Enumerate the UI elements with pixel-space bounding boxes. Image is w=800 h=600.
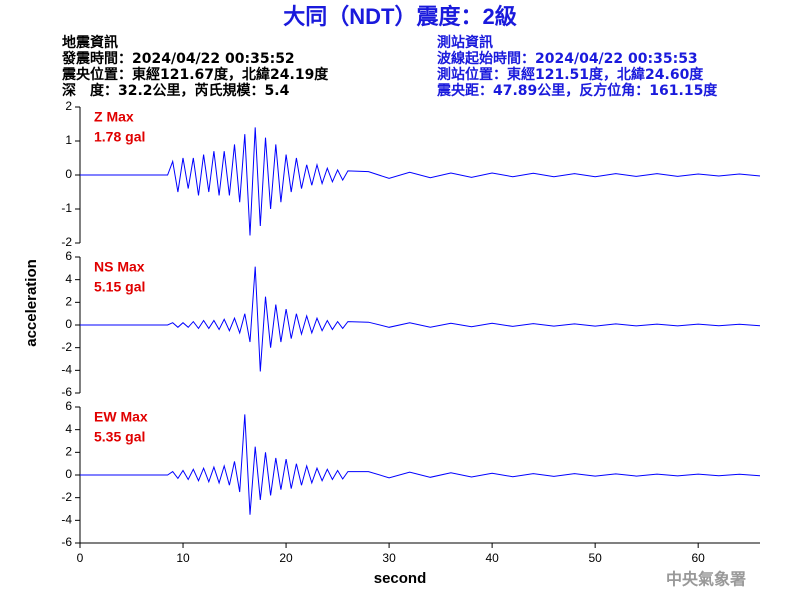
annotation: NS Max — [94, 259, 145, 275]
annotation: 5.35 gal — [94, 429, 145, 445]
x-tick-label: 30 — [382, 551, 396, 565]
y-tick-label: 4 — [65, 272, 72, 286]
y-tick-label: -2 — [61, 235, 72, 249]
info-line: 深 度：32.2公里，芮氏規模：5.4 — [62, 82, 290, 99]
info-line: 測站資訊 — [437, 34, 493, 51]
annotation: EW Max — [94, 409, 148, 425]
y-tick-label: 6 — [65, 399, 72, 413]
y-tick-label: 0 — [65, 467, 72, 481]
y-tick-label: 1 — [65, 133, 72, 147]
y-tick-label: 4 — [65, 422, 72, 436]
y-tick-label: 0 — [65, 167, 72, 181]
x-tick-label: 0 — [77, 551, 84, 565]
y-tick-label: 2 — [65, 445, 72, 459]
y-tick-label: 0 — [65, 317, 72, 331]
info-line: 發震時間：2024/04/22 00:35:52 — [61, 50, 295, 67]
watermark: 中央氣象署 — [666, 570, 746, 589]
title: 大同（NDT）震度：2級 — [283, 4, 516, 29]
waveform — [80, 414, 761, 515]
y-tick-label: -1 — [61, 201, 72, 215]
y-tick-label: -4 — [61, 363, 72, 377]
y-tick-label: -6 — [61, 385, 72, 399]
waveform — [80, 127, 761, 236]
x-tick-label: 60 — [692, 551, 706, 565]
annotation: 1.78 gal — [94, 129, 145, 145]
annotation: Z Max — [94, 109, 134, 125]
y-tick-label: -2 — [61, 490, 72, 504]
y-tick-label: 2 — [65, 295, 72, 309]
info-line: 測站位置：東經121.51度，北緯24.60度 — [437, 66, 704, 83]
x-tick-label: 40 — [485, 551, 499, 565]
info-line: 震央位置：東經121.67度，北緯24.19度 — [61, 66, 329, 83]
info-line: 波線起始時間：2024/04/22 00:35:53 — [437, 50, 698, 67]
y-tick-label: -4 — [61, 513, 72, 527]
y-tick-label: -2 — [61, 340, 72, 354]
info-line: 震央距：47.89公里，反方位角：161.15度 — [436, 82, 718, 99]
y-tick-label: -6 — [61, 535, 72, 549]
x-axis-label: second — [374, 570, 427, 587]
x-tick-label: 20 — [279, 551, 293, 565]
info-line: 地震資訊 — [62, 34, 118, 51]
y-tick-label: 6 — [65, 249, 72, 263]
x-tick-label: 50 — [588, 551, 602, 565]
y-tick-label: 2 — [65, 99, 72, 113]
waveform — [80, 266, 761, 372]
annotation: 5.15 gal — [94, 279, 145, 295]
x-tick-label: 10 — [176, 551, 190, 565]
y-axis-label: acceleration — [23, 259, 40, 347]
